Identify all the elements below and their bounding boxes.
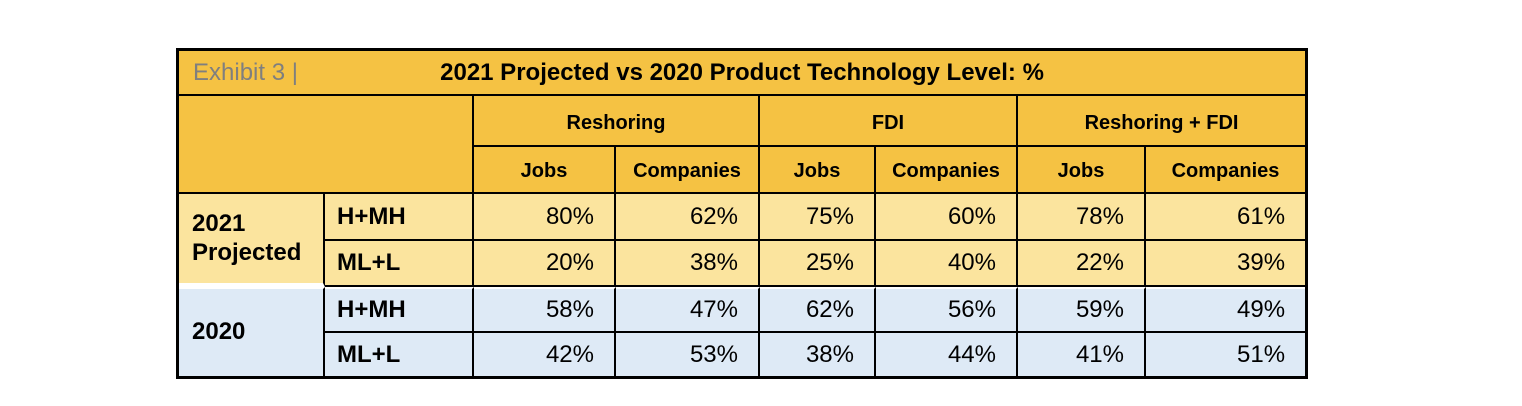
cell-2020-hmh-fdi-companies: 56% (876, 287, 1018, 333)
cell-2020-hmh-both-jobs: 59% (1018, 287, 1146, 333)
row-label-mll-2021: ML+L (325, 241, 474, 287)
cell-2020-mll-reshoring-jobs: 42% (474, 333, 616, 376)
cell-2021-mll-fdi-jobs: 25% (760, 241, 876, 287)
cell-2021-hmh-fdi-companies: 60% (876, 194, 1018, 241)
column-header-companies-reshoring-fdi: Companies (1146, 147, 1306, 194)
cell-2020-hmh-reshoring-companies: 47% (616, 287, 760, 333)
cell-2021-mll-both-companies: 39% (1146, 241, 1306, 287)
column-group-reshoring-fdi: Reshoring + FDI (1018, 96, 1306, 147)
cell-2020-mll-fdi-companies: 44% (876, 333, 1018, 376)
cell-2021-hmh-reshoring-jobs: 80% (474, 194, 616, 241)
row-label-mll-2020: ML+L (325, 333, 474, 376)
cell-2021-hmh-both-jobs: 78% (1018, 194, 1146, 241)
table-row: ML+L 20% 38% 25% 40% 22% 39% (179, 241, 1306, 287)
exhibit-number-label: Exhibit 3 | (193, 58, 298, 86)
cell-2021-mll-fdi-companies: 40% (876, 241, 1018, 287)
table-row: 2020 H+MH 58% 47% 62% 56% 59% 49% (179, 287, 1306, 376)
column-header-companies-fdi: Companies (876, 147, 1018, 194)
row-label-hmh-2020: H+MH (325, 287, 474, 333)
cell-2021-mll-reshoring-companies: 38% (616, 241, 760, 287)
row-group-label-2021-projected: 2021 Projected (179, 194, 325, 287)
cell-2021-hmh-both-companies: 61% (1146, 194, 1306, 241)
column-header-jobs-reshoring: Jobs (474, 147, 616, 194)
exhibit-table: Exhibit 3 | 2021 Projected vs 2020 Produ… (176, 48, 1309, 379)
column-group-reshoring: Reshoring (474, 96, 760, 147)
cell-2021-hmh-fdi-jobs: 75% (760, 194, 876, 241)
exhibit-title-bar: Exhibit 3 | 2021 Projected vs 2020 Produ… (179, 51, 1306, 96)
table-row: 2021 Projected H+MH 80% 62% 75% 60% 78% … (179, 194, 1306, 287)
column-header-companies-reshoring: Companies (616, 147, 760, 194)
cell-2021-hmh-reshoring-companies: 62% (616, 194, 760, 241)
cell-2020-hmh-reshoring-jobs: 58% (474, 287, 616, 333)
row-label-hmh-2021: H+MH (325, 194, 474, 241)
cell-2020-mll-reshoring-companies: 53% (616, 333, 760, 376)
table-row: ML+L 42% 53% 38% 44% 41% 51% (179, 333, 1306, 376)
column-group-fdi: FDI (760, 96, 1018, 147)
cell-2020-mll-both-companies: 51% (1146, 333, 1306, 376)
cell-2020-mll-fdi-jobs: 38% (760, 333, 876, 376)
cell-2020-hmh-fdi-jobs: 62% (760, 287, 876, 333)
cell-2020-mll-both-jobs: 41% (1018, 333, 1146, 376)
row-group-label-2020: 2020 (179, 287, 325, 376)
column-header-jobs-reshoring-fdi: Jobs (1018, 147, 1146, 194)
header-corner-cell (179, 96, 474, 194)
column-header-jobs-fdi: Jobs (760, 147, 876, 194)
cell-2020-hmh-both-companies: 49% (1146, 287, 1306, 333)
cell-2021-mll-both-jobs: 22% (1018, 241, 1146, 287)
cell-2021-mll-reshoring-jobs: 20% (474, 241, 616, 287)
exhibit-title: 2021 Projected vs 2020 Product Technolog… (440, 58, 1044, 86)
